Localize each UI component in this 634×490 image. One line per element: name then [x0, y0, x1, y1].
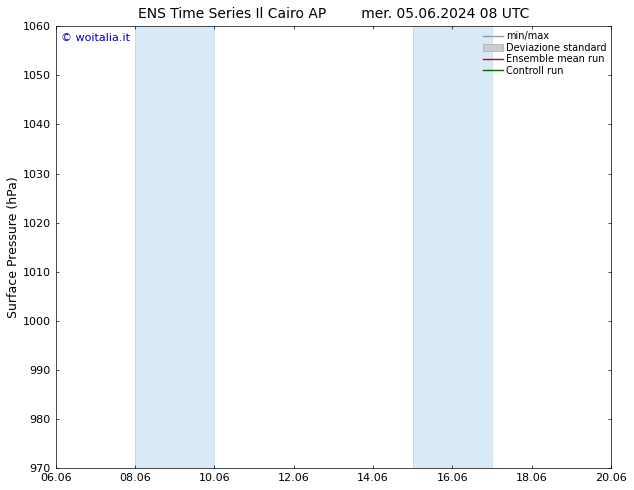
Title: ENS Time Series Il Cairo AP        mer. 05.06.2024 08 UTC: ENS Time Series Il Cairo AP mer. 05.06.2…: [138, 7, 529, 21]
Y-axis label: Surface Pressure (hPa): Surface Pressure (hPa): [7, 176, 20, 318]
Legend: min/max, Deviazione standard, Ensemble mean run, Controll run: min/max, Deviazione standard, Ensemble m…: [484, 31, 606, 75]
Text: © woitalia.it: © woitalia.it: [61, 33, 130, 43]
Bar: [413, 26, 492, 468]
Bar: [135, 26, 214, 468]
